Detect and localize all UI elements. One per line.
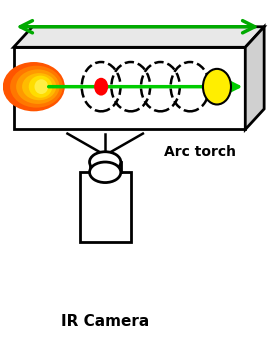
- Polygon shape: [13, 47, 245, 129]
- Ellipse shape: [90, 162, 121, 183]
- Ellipse shape: [203, 69, 231, 104]
- Polygon shape: [245, 27, 264, 129]
- Ellipse shape: [10, 66, 63, 108]
- Polygon shape: [13, 27, 264, 47]
- FancyBboxPatch shape: [79, 172, 131, 243]
- Ellipse shape: [29, 76, 52, 98]
- Ellipse shape: [34, 79, 48, 94]
- Ellipse shape: [22, 73, 56, 100]
- Text: Arc torch: Arc torch: [164, 145, 236, 159]
- Ellipse shape: [90, 152, 121, 172]
- Text: IR Camera: IR Camera: [61, 314, 149, 329]
- Ellipse shape: [94, 78, 108, 96]
- Ellipse shape: [3, 62, 65, 111]
- Ellipse shape: [16, 69, 59, 104]
- FancyBboxPatch shape: [90, 162, 121, 172]
